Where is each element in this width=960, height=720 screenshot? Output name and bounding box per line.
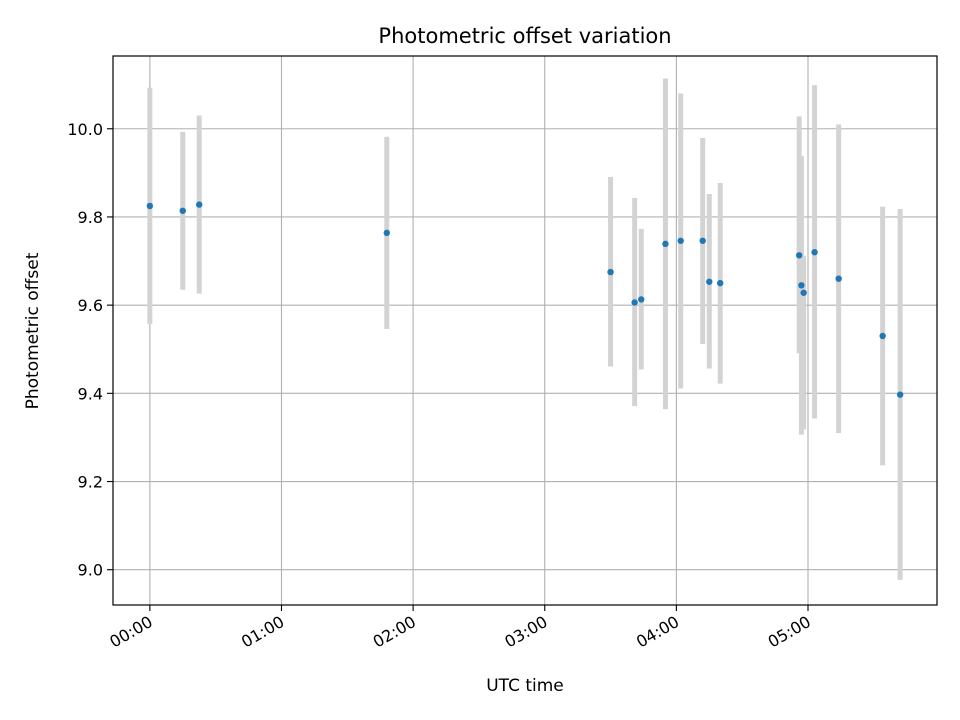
data-point bbox=[835, 275, 842, 282]
data-point bbox=[798, 282, 805, 289]
data-point bbox=[677, 237, 684, 244]
data-point bbox=[811, 249, 818, 256]
data-point bbox=[699, 237, 706, 244]
plot-area-frame bbox=[112, 55, 938, 606]
y-tick-label: 9.2 bbox=[78, 473, 103, 492]
data-point bbox=[879, 332, 886, 340]
data-point bbox=[607, 268, 614, 276]
x-axis-title: UTC time bbox=[486, 676, 564, 696]
data-point bbox=[383, 229, 390, 237]
chart-title: Photometric offset variation bbox=[378, 24, 671, 48]
data-point bbox=[638, 296, 645, 303]
data-point bbox=[706, 278, 713, 285]
data-point bbox=[179, 207, 186, 214]
data-point bbox=[196, 201, 203, 208]
y-axis-title: Photometric offset bbox=[23, 252, 43, 409]
data-points bbox=[146, 201, 904, 398]
y-axis-ticks: 9.0 9.2 9.4 9.6 9.8 10.0 bbox=[67, 120, 113, 580]
data-point bbox=[717, 279, 724, 287]
y-tick-label: 9.4 bbox=[78, 384, 103, 403]
data-point bbox=[800, 289, 807, 296]
y-tick-label: 9.6 bbox=[78, 296, 103, 315]
y-tick-label: 10.0 bbox=[67, 120, 103, 139]
y-tick-label: 9.0 bbox=[78, 561, 103, 580]
y-tick-label: 9.8 bbox=[78, 208, 103, 227]
data-point bbox=[795, 252, 803, 259]
data-point bbox=[631, 299, 638, 306]
data-point bbox=[662, 240, 669, 248]
data-point bbox=[146, 202, 154, 210]
data-point bbox=[896, 391, 904, 398]
